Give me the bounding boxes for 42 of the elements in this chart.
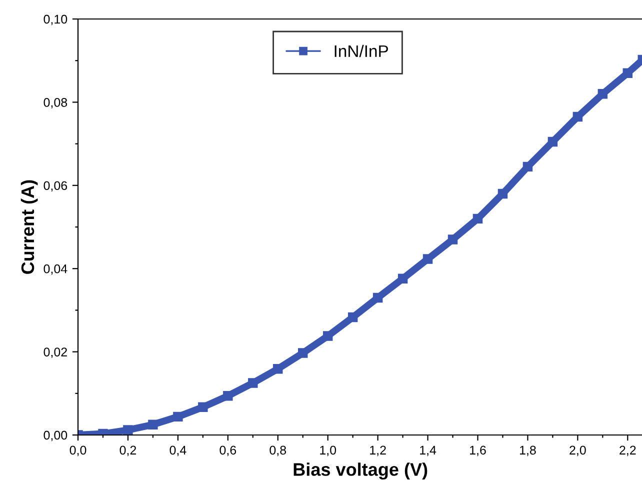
point [598,89,608,99]
y-tick-label: 0,00 [44,430,68,442]
x-tick-label: 2,2 [620,446,636,456]
y-tick-label: 0,04 [44,264,68,275]
point [273,364,283,374]
y-axis-title: Current (A) [20,180,38,274]
x-tick-label: 1,2 [370,446,386,456]
point [348,312,358,322]
x-tick-label: 0,6 [220,446,236,456]
point [422,254,433,264]
x-tick-label: 1,0 [320,446,336,456]
x-tick-label: 1,4 [420,446,436,456]
point [548,136,558,147]
x-tick-label: 0,2 [120,446,136,456]
x-tick-label: 0,0 [70,446,86,456]
x-tick-label: 0,8 [270,446,286,456]
point [372,292,383,303]
x-tick-label: 0,4 [170,446,186,456]
x-axis-title: Bias voltage (V) [294,462,428,480]
point [123,425,133,435]
point [248,378,258,388]
point [322,331,333,341]
x-tick-label: 2,0 [570,446,586,456]
x-tick-label: 1,6 [470,446,486,456]
point [148,420,158,430]
y-tick-label: 0,08 [44,98,68,108]
point [198,402,208,412]
y-tick-label: 0,10 [44,14,68,26]
point [398,274,408,284]
point [298,348,308,358]
x-tick-label: 1,8 [520,446,536,456]
point [572,112,583,122]
point [522,162,533,172]
y-tick-label: 0,02 [44,348,67,358]
point [448,234,458,244]
point [173,412,183,422]
point [472,214,483,224]
point [223,391,233,401]
legend-label: InN/InP [334,44,388,58]
y-tick-label: 0,06 [44,181,68,192]
point [498,188,508,199]
point [622,68,633,78]
